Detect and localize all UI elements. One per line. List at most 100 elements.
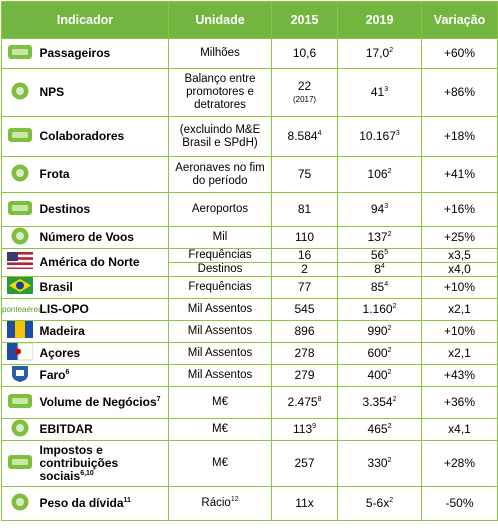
row-icon [11, 82, 29, 100]
unit-cell: Mil Assentos [168, 342, 273, 365]
value-2019: 854 [337, 276, 423, 299]
cell-text: LIS-OPO [39, 302, 89, 316]
unit-cell: Milhões [168, 38, 273, 69]
cell-text: Frequências [188, 281, 252, 293]
cell-text: +60% [444, 46, 476, 60]
header-row: Indicador Unidade 2015 2019 Variação [0, 1, 498, 39]
column-header: Indicador [0, 1, 170, 39]
table-row: Brasil Frequências 77 854 +10% [1, 276, 498, 299]
unit-cell: Mil Assentos [168, 320, 273, 343]
column-header: 2015 [271, 1, 339, 39]
footnote-ref: 8 [317, 396, 322, 403]
table-row: EBITDAR M€ 1139 4652 x4,1 [1, 418, 498, 441]
cell-text: (excluindo M&E Brasil e SPdH) [179, 123, 261, 149]
cell-text: 10,6 [292, 46, 317, 60]
cell-text: 279 [294, 368, 315, 382]
cell-text: 110 [294, 230, 315, 244]
variation-cell: x3,5 [421, 248, 498, 263]
row-icon [7, 455, 32, 469]
value-2019: 1062 [337, 156, 423, 193]
cell-text: Mil Assentos [187, 347, 253, 359]
row-icon [7, 128, 32, 142]
indicator-cell: Número de Voos [37, 226, 170, 249]
variation-cell: -50% [421, 486, 498, 521]
indicator-cell: Colaboradores [37, 116, 170, 157]
footnote-ref: 11 [123, 497, 131, 504]
value-2019: 413 [337, 68, 423, 117]
cell-text: 85 [370, 280, 385, 294]
table-row: Colaboradores (excluindo M&E Brasil e SPd… [1, 116, 498, 157]
cell-text: +41% [444, 167, 476, 181]
icon-cell [1, 342, 38, 365]
table-row: Peso da dívida11 Rácio12 11x 5-6x2 -50% [1, 486, 498, 521]
cell-text: 8 [374, 262, 381, 276]
icon-cell [1, 320, 38, 343]
footnote-ref: 2 [387, 423, 392, 430]
variation-cell: +16% [421, 192, 498, 227]
cell-text: 990 [367, 324, 388, 338]
cell-text: M€ [212, 396, 228, 408]
cell-text: Aeroportos [191, 203, 249, 215]
row-icon [7, 45, 32, 59]
value-2019: 4002 [337, 364, 423, 387]
cell-text: 1.160 [362, 302, 393, 316]
cell-text: +10% [444, 324, 476, 338]
value-2015: 2.4758 [271, 386, 339, 419]
cell-text: Frota [39, 167, 70, 181]
footnote-ref: 2 [387, 457, 392, 464]
footnote-ref: 4 [380, 263, 385, 270]
cell-text: +16% [444, 202, 476, 216]
icon-cell [1, 192, 38, 227]
cell-text: 5-6x [365, 496, 390, 510]
footnote-ref: 2 [387, 325, 392, 332]
cell-text: Destinos [39, 202, 91, 216]
cell-text: Aeronaves no fim do período [175, 161, 265, 187]
cell-text: Volume de Negócios [39, 395, 157, 409]
cell-text: 2.475 [287, 395, 318, 409]
value-2019: 3.3542 [337, 386, 423, 419]
table-row: ponteaérea LIS-OPO Mil Assentos 545 1.1602 x2… [1, 298, 498, 321]
cell-text: Mil Assentos [187, 369, 253, 381]
value-2015: 896 [271, 320, 339, 343]
icon-cell: ponteaérea [1, 298, 43, 321]
row-icon [7, 201, 32, 215]
value-2015: 11x [271, 486, 339, 521]
unit-cell: Balanço entre promotores e detratores [168, 68, 273, 117]
icon-cell [1, 364, 38, 387]
cell-text: Mil Assentos [187, 303, 253, 315]
variation-cell: x4,0 [421, 262, 498, 277]
indicator-cell: Volume de Negócios7 [37, 386, 170, 419]
value-2019: 5-6x2 [337, 486, 423, 521]
variation-cell: +86% [421, 68, 498, 117]
cell-text: Balanço entre promotores e detratores [184, 73, 256, 111]
row-icon [6, 342, 34, 361]
indicator-cell: Brasil [37, 276, 170, 299]
cell-text: Milhões [200, 47, 240, 59]
indicator-cell: Madeira [37, 320, 170, 343]
icon-cell [1, 276, 38, 299]
table-row: Destinos 2 84 x4,0 [2, 262, 498, 277]
cell-text: NPS [39, 85, 65, 99]
cell-text: América do Norte [39, 255, 140, 269]
footnote-ref: 2 [387, 231, 392, 238]
cell-text: Mil [212, 231, 228, 243]
cell-text: -50% [445, 496, 474, 510]
cell-text: Peso da dívida [39, 496, 124, 510]
cell-text: 56 [370, 248, 385, 262]
logo-text: ponteaérea [2, 305, 43, 314]
footnote-ref: 3 [395, 130, 400, 137]
footnote-ref: 2 [392, 303, 397, 310]
unit-cell: (excluindo M&E Brasil e SPdH) [168, 116, 273, 157]
variation-cell: +41% [421, 156, 498, 193]
cell-text: Número de Voos [39, 230, 134, 244]
icon-cell [1, 440, 38, 487]
unit-cell: Rácio12 [168, 486, 273, 521]
cell-text: 137 [367, 230, 388, 244]
cell-text: 257 [294, 456, 315, 470]
row-icon [11, 493, 29, 511]
unit-cell: Frequências [168, 276, 273, 299]
cell-text: +28% [444, 456, 476, 470]
table-row: Número de Voos Mil 110 1372 +25% [1, 226, 498, 249]
cell-text: 278 [294, 346, 315, 360]
variation-cell: +25% [421, 226, 498, 249]
